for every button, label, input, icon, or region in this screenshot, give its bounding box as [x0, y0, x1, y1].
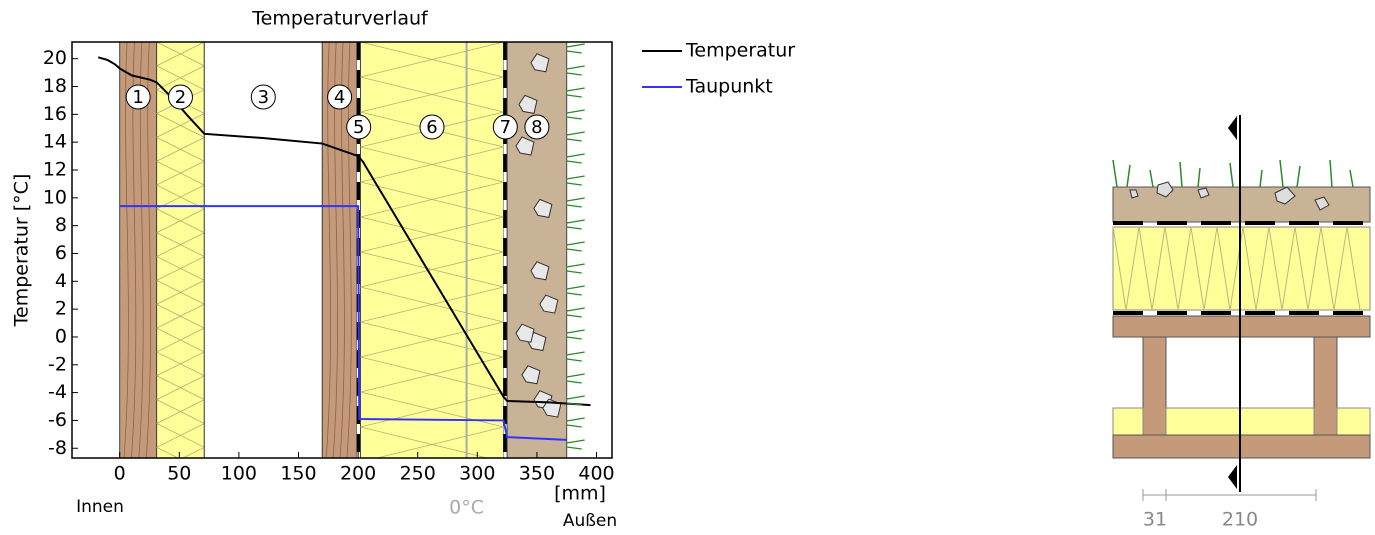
- layer-label: 5: [353, 117, 364, 138]
- chart: Temperaturverlauf Temperatur [°C] [mm] I…: [0, 0, 1375, 531]
- layer: [360, 42, 503, 458]
- y-tick-label: -2: [48, 353, 67, 375]
- y-tick-label: 8: [55, 214, 67, 236]
- y-tick-label: 20: [43, 47, 67, 69]
- outside-label: Außen: [563, 511, 617, 531]
- insulation-strip: [1113, 408, 1143, 435]
- y-tick-label: -4: [48, 381, 67, 403]
- board-layer: [1113, 435, 1370, 458]
- layer-label: 3: [258, 87, 269, 108]
- y-tick-label: 10: [43, 186, 67, 208]
- insulation-strip: [1337, 408, 1370, 435]
- layer-label: 2: [175, 87, 186, 108]
- y-axis-label: Temperatur [°C]: [11, 174, 33, 328]
- x-tick-label: 0: [114, 463, 126, 485]
- legend-label: Temperatur: [685, 40, 795, 62]
- y-tick-label: -6: [48, 409, 67, 431]
- x-tick-label: 50: [167, 463, 191, 485]
- dimension-line: [1143, 489, 1316, 501]
- stud: [1314, 337, 1337, 435]
- page: {"chart_data": {"type": "line", "title":…: [0, 0, 1375, 531]
- y-tick-label: 4: [55, 270, 67, 292]
- layer-label: 8: [531, 117, 542, 138]
- y-tick-label: 6: [55, 242, 67, 264]
- y-tick-label: 2: [55, 298, 67, 320]
- x-tick-label: 400: [578, 463, 614, 485]
- layer-label: 7: [500, 117, 511, 138]
- layer-label: 1: [132, 87, 143, 108]
- y-tick-label: 12: [43, 159, 67, 181]
- x-tick-label: 250: [400, 463, 436, 485]
- stud: [1143, 337, 1166, 435]
- grass: [567, 44, 585, 449]
- legend-label: Taupunkt: [685, 76, 773, 98]
- inside-label: Innen: [76, 497, 124, 517]
- grass: [1113, 160, 1353, 187]
- y-tick-label: 0: [55, 325, 67, 347]
- reference-label: 0°C: [449, 497, 484, 519]
- board-layer: [1113, 316, 1370, 337]
- section-diagram: 31 210: [1113, 115, 1370, 531]
- layer-label: 6: [426, 117, 437, 138]
- y-tick-label: 14: [43, 131, 67, 153]
- y-tick-label: 18: [43, 75, 67, 97]
- x-tick-label: 100: [221, 463, 257, 485]
- x-tick-label: 150: [280, 463, 316, 485]
- x-tick-label: 300: [459, 463, 495, 485]
- y-tick-label: -8: [48, 437, 67, 459]
- y-tick-label: 16: [43, 103, 67, 125]
- chart-title: Temperaturverlauf: [251, 8, 429, 30]
- soil-layer: [1113, 187, 1370, 222]
- dimension-label: 210: [1222, 509, 1258, 531]
- dimension-label: 31: [1143, 509, 1167, 531]
- x-tick-label: 200: [340, 463, 376, 485]
- layer-label: 4: [334, 87, 345, 108]
- x-tick-label: 350: [519, 463, 555, 485]
- x-axis-label: [mm]: [554, 483, 606, 505]
